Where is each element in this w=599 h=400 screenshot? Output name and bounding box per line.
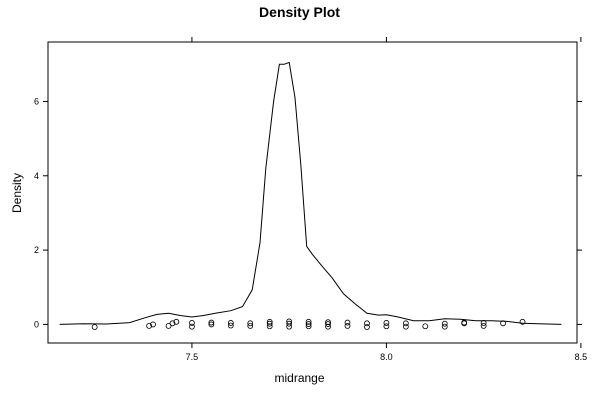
data-point: [325, 319, 331, 326]
data-point: [189, 320, 195, 326]
data-point: [519, 318, 526, 325]
x-axis-label: midrange: [274, 371, 324, 385]
data-point: [364, 324, 370, 330]
data-point: [266, 318, 273, 325]
plot-frame: [47, 41, 578, 344]
data-point: [344, 323, 351, 329]
data-point: [402, 320, 409, 327]
data-point: [305, 321, 312, 327]
x-tick-label: 8.5: [575, 352, 588, 362]
data-point: [325, 323, 331, 330]
data-point: [189, 323, 195, 330]
data-point: [305, 323, 312, 330]
data-point: [402, 323, 409, 330]
y-tick-label: 4: [34, 171, 39, 181]
data-point: [247, 323, 254, 329]
x-tick-label: 7.5: [186, 352, 199, 362]
x-tick-label: 8.0: [380, 352, 393, 362]
plot-marks: [59, 61, 562, 330]
data-point: [500, 320, 506, 327]
axis-ticks: 7.5 8.0 8.5 0 2 4 6: [34, 37, 587, 362]
data-point: [227, 320, 234, 326]
data-point: [150, 321, 156, 328]
data-point: [146, 323, 153, 329]
data-point: [364, 320, 370, 327]
data-point: [422, 323, 429, 330]
data-point: [383, 323, 390, 330]
data-point: [173, 318, 180, 325]
chart-title: Density Plot: [259, 4, 340, 20]
data-point: [286, 320, 293, 327]
data-point: [461, 319, 468, 326]
data-point: [480, 323, 487, 329]
data-point: [247, 320, 254, 327]
density-curve: [59, 61, 562, 325]
data-point: [227, 322, 234, 329]
data-point: [165, 323, 172, 329]
data-point: [208, 319, 215, 326]
data-point: [441, 320, 448, 327]
data-point: [325, 321, 331, 327]
data-point: [169, 320, 176, 327]
data-point: [286, 318, 293, 325]
data-point: [480, 320, 487, 326]
y-tick-label: 2: [34, 245, 39, 255]
y-tick-label: 0: [34, 319, 39, 329]
data-point: [383, 320, 390, 326]
data-point: [266, 320, 273, 327]
data-point: [208, 321, 215, 328]
data-point: [305, 318, 312, 325]
data-point: [441, 323, 448, 330]
y-tick-label: 6: [34, 96, 39, 106]
data-point: [91, 324, 98, 330]
y-axis-label: Density: [10, 173, 24, 213]
data-point: [344, 319, 351, 326]
data-point: [266, 323, 273, 330]
